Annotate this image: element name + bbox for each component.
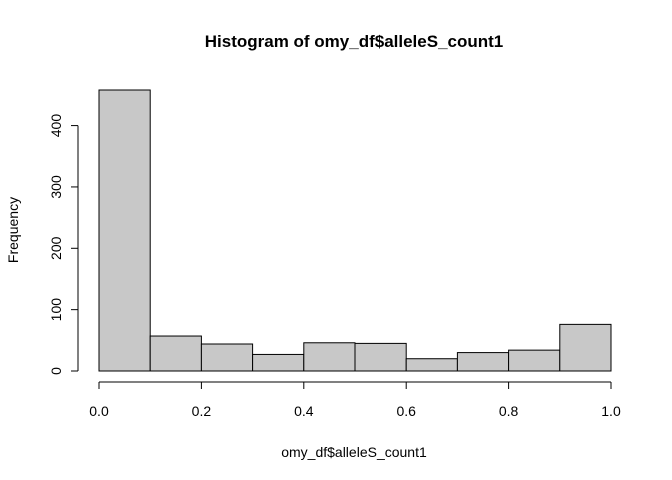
y-tick-label-4: 400 [48,114,64,138]
y-tick-label-1: 100 [48,298,64,322]
histogram-bar-7 [456,352,510,372]
histogram-bar-0 [98,89,151,372]
y-axis: 0 100 200 300 400 [48,114,79,375]
x-axis-label: omy_df$alleleS_count1 [281,444,427,460]
x-tick-label-3: 0.6 [396,403,416,419]
y-tick-label-0: 0 [48,367,64,375]
x-tick-label-4: 0.8 [499,403,519,419]
chart-title: Histogram of omy_df$alleleS_count1 [205,32,504,51]
x-tick-label-1: 0.2 [192,403,212,419]
histogram-bar-3 [252,353,305,372]
bars-group [98,89,612,372]
histogram-bar-4 [303,342,356,372]
histogram-bar-8 [508,349,561,372]
histogram-bar-6 [405,358,458,372]
histogram-bar-1 [149,335,202,372]
x-tick-label-2: 0.4 [294,403,314,419]
x-axis: 0.0 0.2 0.4 0.6 0.8 1.0 [89,381,621,419]
histogram-bar-9 [559,323,612,372]
x-tick-label-5: 1.0 [601,403,621,419]
histogram-bar-5 [354,342,407,372]
y-tick-label-3: 300 [48,175,64,199]
histogram-bar-2 [200,343,254,372]
y-axis-label: Frequency [5,197,21,263]
x-tick-label-0: 0.0 [89,403,109,419]
y-tick-label-2: 200 [48,236,64,260]
